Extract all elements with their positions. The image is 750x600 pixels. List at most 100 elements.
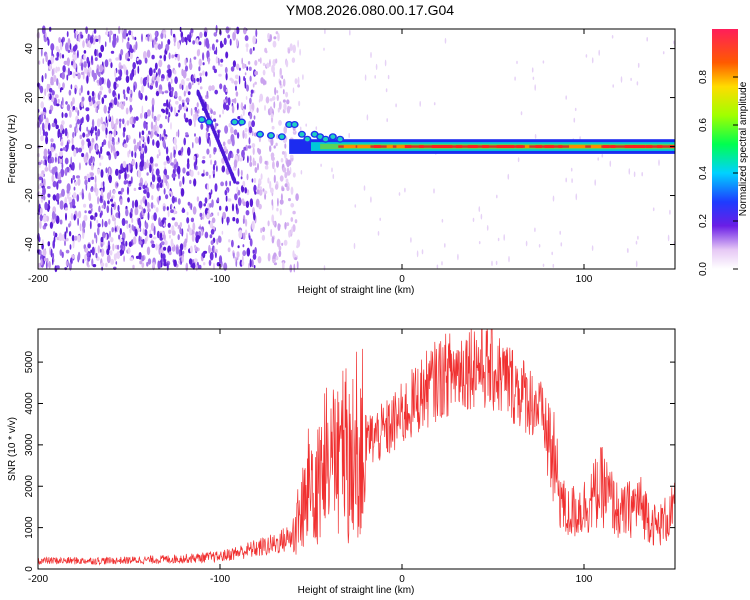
spectrogram-noise-point — [186, 217, 190, 224]
spectrogram-noise-point — [248, 137, 251, 145]
spectrogram-noise-point — [188, 39, 191, 43]
spectrogram-noise-point — [230, 126, 234, 134]
spectrogram-noise-point — [251, 220, 255, 230]
spectrogram-noise-point — [214, 122, 217, 130]
spectrogram-noise-point — [126, 223, 129, 229]
spectrogram-noise-point — [503, 234, 506, 241]
spectrogram-noise-point — [279, 208, 282, 216]
spectrogram-noise-point — [137, 169, 142, 178]
carrier-onset-blob-core — [232, 119, 238, 125]
spectrogram-noise-point — [289, 43, 293, 51]
spectrogram-noise-point — [73, 51, 76, 55]
spectrogram-noise-point — [641, 172, 643, 177]
spectrogram-noise-point — [147, 258, 152, 265]
spectrogram-noise-point — [236, 26, 240, 35]
spectrogram-noise-point — [155, 168, 160, 176]
spectrogram-noise-point — [66, 183, 71, 192]
spectrogram-noise-point — [611, 35, 614, 39]
spectrogram-noise-point — [167, 39, 171, 45]
spectrogram-noise-point — [165, 43, 170, 52]
spectrogram-noise-point — [114, 227, 117, 232]
spectrogram-noise-point — [220, 181, 225, 187]
spectrogram-noise-point — [284, 222, 287, 230]
carrier-onset-blob-core — [323, 137, 329, 142]
spectrogram-noise-point — [58, 172, 62, 181]
spectrogram-noise-point — [155, 207, 159, 213]
spectrogram-noise-point — [173, 69, 177, 75]
spectrogram-noise-point — [211, 217, 216, 224]
spectrogram-noise-point — [63, 60, 68, 65]
spectrogram-noise-point — [59, 249, 63, 256]
spectrogram-noise-point — [51, 95, 55, 103]
spectrogram-noise-point — [173, 137, 177, 146]
spectrogram-noise-point — [192, 222, 196, 232]
spectrogram-noise-point — [170, 209, 174, 214]
colorbar-tick-label: 0.6 — [698, 118, 709, 132]
spectrogram-noise-point — [410, 237, 412, 243]
spectrogram-noise-point — [144, 229, 148, 237]
spectrogram-noise-point — [436, 264, 439, 269]
spectrogram-noise-point — [217, 212, 220, 216]
spectrogram-noise-point — [275, 256, 279, 261]
spectrogram-noise-point — [252, 46, 255, 51]
spectrogram-noise-point — [135, 116, 139, 121]
spectrogram-noise-point — [218, 73, 222, 77]
spectrogram-noise-point — [168, 52, 171, 60]
spectrogram-noise-point — [48, 199, 50, 205]
spectrogram-noise-point — [139, 260, 143, 265]
spectrogram-noise-point — [129, 117, 133, 125]
spectrogram-noise-point — [126, 120, 130, 126]
spectrogram-noise-point — [115, 77, 118, 82]
spectrogram-noise-point — [110, 144, 113, 154]
spectrogram-noise-point — [77, 72, 81, 80]
spectrogram-noise-point — [81, 145, 85, 150]
spectrogram-noise-point — [167, 222, 171, 228]
spectrogram-noise-point — [106, 245, 109, 249]
spectrogram-noise-point — [183, 90, 186, 97]
spectrogram-noise-point — [254, 160, 257, 166]
spectrogram-noise-point — [183, 112, 186, 120]
spectrogram-noise-point — [44, 115, 46, 120]
spectrogram-noise-point — [126, 41, 130, 50]
spectrogram-noise-point — [525, 240, 528, 247]
spectrogram-noise-point — [171, 87, 174, 92]
spectrogram-noise-point — [172, 33, 176, 38]
spectrogram-noise-point — [212, 170, 215, 175]
spectrogram-noise-point — [54, 94, 59, 99]
spectrogram-noise-point — [87, 256, 91, 262]
spectrogram-noise-point — [190, 203, 193, 211]
spectrogram-noise-point — [170, 191, 174, 197]
spectrogram-noise-point — [45, 261, 48, 269]
colorbar-tick-label: 0.2 — [698, 214, 709, 228]
spectrogram-noise-point — [472, 217, 475, 222]
spectrogram-noise-point — [98, 34, 101, 41]
spectrogram-noise-point — [118, 226, 121, 231]
carrier-onset-blob-core — [337, 137, 343, 142]
spectrogram-noise-point — [151, 168, 155, 172]
spectrogram-noise-point — [178, 62, 181, 68]
spectrogram-noise-point — [181, 146, 184, 153]
spectrogram-noise-point — [115, 141, 119, 145]
spectrogram-noise-point — [56, 78, 59, 86]
spectrogram-noise-point — [112, 145, 116, 152]
spectrogram-noise-point — [40, 159, 43, 165]
carrier-core-segment — [576, 145, 586, 149]
spectrogram-noise-point — [144, 57, 148, 64]
spectrogram-noise-point — [80, 62, 84, 71]
spectrogram-noise-point — [323, 265, 326, 271]
spectrogram-noise-point — [166, 206, 169, 211]
spectrogram-noise-point — [239, 158, 242, 162]
spectrogram-noise-point — [242, 201, 247, 206]
spectrogram-noise-point — [348, 132, 351, 139]
spectrogram-noise-point — [161, 258, 163, 264]
spectrogram-noise-point — [127, 247, 131, 254]
spectrogram-noise-point — [108, 174, 112, 182]
spectrogram-noise-point — [198, 200, 203, 209]
spectrogram-noise-point — [145, 222, 149, 230]
spectrogram-noise-point — [198, 58, 202, 67]
spectrogram-noise-point — [279, 175, 284, 182]
spectrogram-noise-point — [108, 58, 112, 62]
spectrogram-noise-point — [52, 180, 57, 188]
spectrogram-noise-point — [88, 210, 92, 214]
spectrogram-noise-point — [156, 140, 160, 149]
